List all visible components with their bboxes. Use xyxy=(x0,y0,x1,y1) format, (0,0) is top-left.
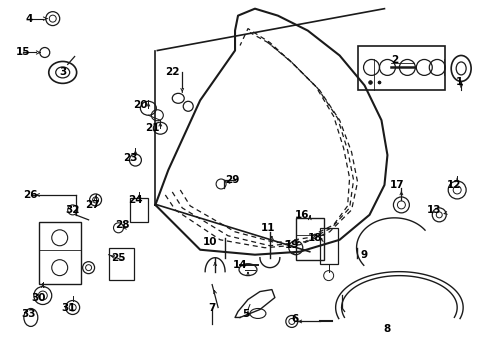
Text: 20: 20 xyxy=(133,100,147,110)
Text: 10: 10 xyxy=(203,237,217,247)
Text: 4: 4 xyxy=(25,14,33,24)
Text: 2: 2 xyxy=(390,55,397,66)
Text: 11: 11 xyxy=(260,223,275,233)
Text: 19: 19 xyxy=(284,240,298,250)
Text: 5: 5 xyxy=(242,310,249,319)
Bar xyxy=(39,222,81,284)
Bar xyxy=(295,218,323,260)
Text: 8: 8 xyxy=(383,324,390,334)
Text: 13: 13 xyxy=(426,205,441,215)
Text: 31: 31 xyxy=(61,302,76,312)
Text: 9: 9 xyxy=(360,250,367,260)
Text: 25: 25 xyxy=(111,253,125,263)
Bar xyxy=(319,228,337,264)
Text: 32: 32 xyxy=(65,205,80,215)
Text: 3: 3 xyxy=(59,67,66,77)
Text: 27: 27 xyxy=(85,200,100,210)
Text: 16: 16 xyxy=(294,210,308,220)
Text: 15: 15 xyxy=(16,48,30,58)
Bar xyxy=(357,45,444,90)
Text: 24: 24 xyxy=(128,195,142,205)
Text: 28: 28 xyxy=(115,220,129,230)
Text: 29: 29 xyxy=(224,175,239,185)
Text: 17: 17 xyxy=(389,180,404,190)
Text: 30: 30 xyxy=(32,293,46,302)
Text: 1: 1 xyxy=(455,77,462,87)
Bar xyxy=(130,198,148,222)
Bar xyxy=(108,248,134,280)
Text: 7: 7 xyxy=(208,302,215,312)
Text: 6: 6 xyxy=(290,314,298,324)
Text: 12: 12 xyxy=(446,180,461,190)
Text: 33: 33 xyxy=(21,310,36,319)
Text: 22: 22 xyxy=(164,67,179,77)
Text: 26: 26 xyxy=(23,190,38,200)
Text: 14: 14 xyxy=(232,260,247,270)
Text: 23: 23 xyxy=(123,153,138,163)
Text: 18: 18 xyxy=(307,233,321,243)
Text: 21: 21 xyxy=(145,123,159,133)
